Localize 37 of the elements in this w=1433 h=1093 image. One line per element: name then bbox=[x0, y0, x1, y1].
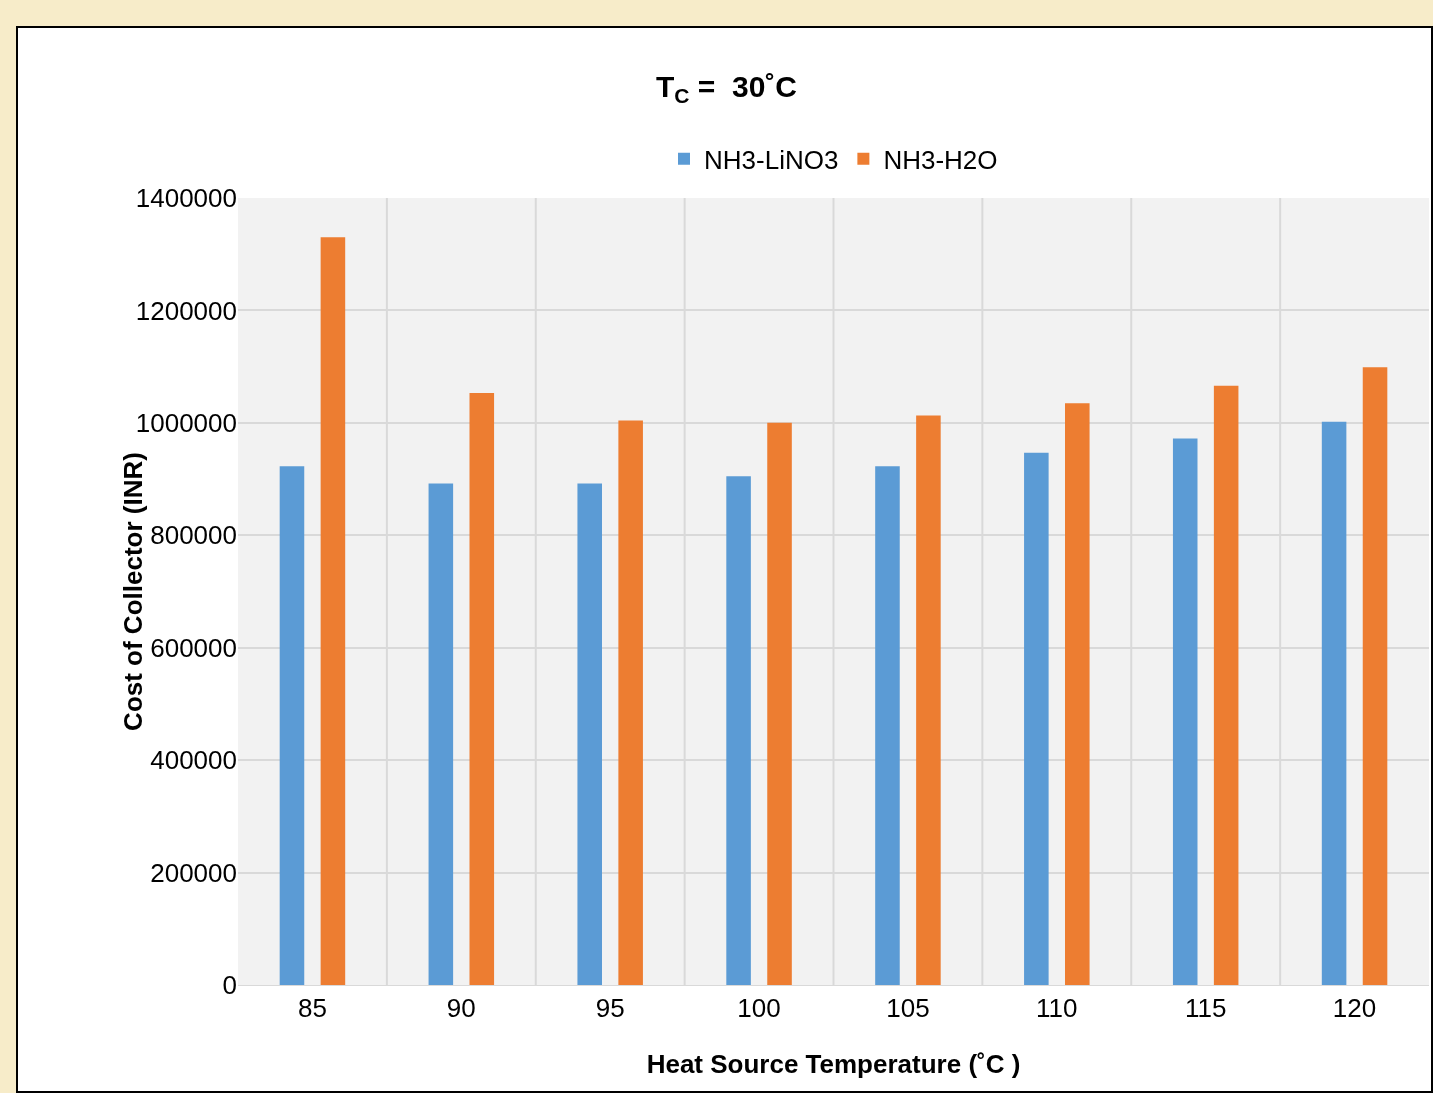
y-tick-label: 200000 bbox=[150, 857, 237, 888]
bar bbox=[1213, 385, 1239, 985]
bar bbox=[618, 420, 643, 985]
legend-label: NH3-H2O bbox=[883, 144, 998, 175]
bar bbox=[320, 237, 346, 985]
y-tick-label: 1400000 bbox=[135, 183, 237, 214]
bar bbox=[916, 415, 941, 985]
legend-label: NH3-LiNO3 bbox=[704, 144, 839, 175]
y-tick-label: 0 bbox=[222, 970, 237, 1001]
x-tick-label: 115 bbox=[1184, 993, 1227, 1024]
bar bbox=[1321, 421, 1347, 985]
x-tick-label: 85 bbox=[297, 993, 327, 1024]
y-tick-label: 1000000 bbox=[135, 407, 237, 438]
x-tick-label: 120 bbox=[1332, 993, 1377, 1024]
bar bbox=[279, 466, 305, 985]
x-axis-title: Heat Source Temperature (˚C ) bbox=[646, 1049, 1021, 1079]
y-tick-label: 400000 bbox=[150, 745, 237, 776]
bar bbox=[1172, 438, 1198, 985]
y-tick-label: 600000 bbox=[150, 632, 237, 663]
bar bbox=[726, 476, 751, 985]
y-tick-label: 1200000 bbox=[135, 295, 237, 326]
bar bbox=[1065, 403, 1090, 985]
bar bbox=[577, 483, 602, 985]
x-tick-label: 100 bbox=[737, 993, 781, 1024]
bar bbox=[428, 483, 454, 985]
x-tick-label: 90 bbox=[446, 993, 476, 1024]
bar bbox=[1362, 367, 1388, 985]
y-tick-label: 800000 bbox=[150, 520, 237, 551]
chart-title: T$_{C}$ = 30˚C bbox=[655, 70, 798, 108]
x-tick-label: 105 bbox=[886, 993, 930, 1024]
x-tick-label: 110 bbox=[1036, 993, 1078, 1024]
bar bbox=[875, 466, 900, 985]
y-axis-title: Cost of Collector (INR) bbox=[118, 452, 149, 731]
bar bbox=[1024, 452, 1049, 985]
x-tick-label: 95 bbox=[595, 993, 625, 1024]
bar bbox=[767, 422, 792, 985]
bar bbox=[469, 393, 495, 985]
